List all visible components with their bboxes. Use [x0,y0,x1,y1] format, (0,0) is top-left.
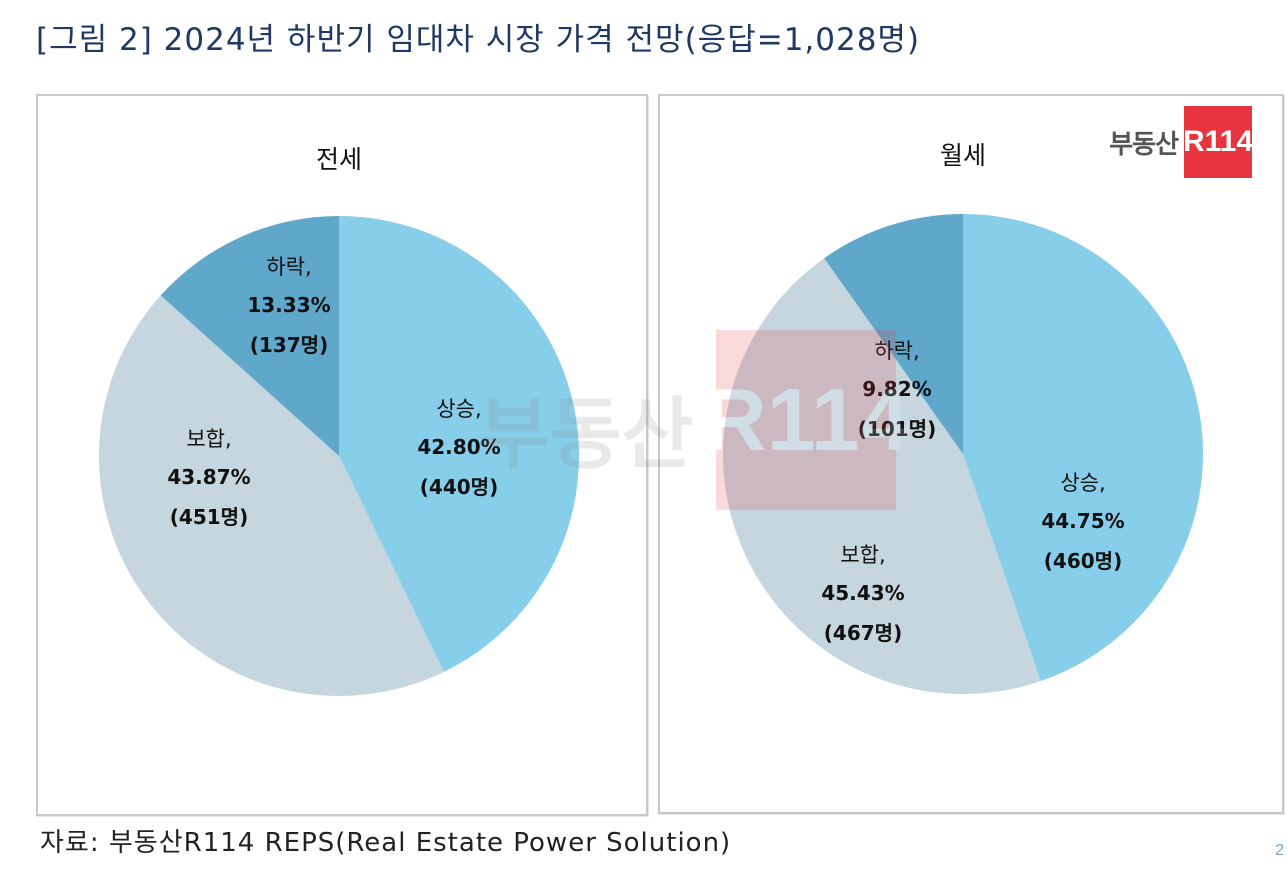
page-number: 2 [1275,842,1284,859]
slice-category-label: 상승, [436,397,481,421]
slice-label: 보합, 45.43% (467명) [821,543,904,645]
slice-category-label: 보합, [840,543,885,567]
slice-category-label: 보합, [186,427,231,451]
figure-title: [그림 2] 2024년 하반기 임대차 시장 가격 전망(응답=1,028명) [36,22,921,58]
slice-percent-label: 43.87% [167,465,250,489]
pie-slice [160,216,339,456]
slice-label: 보합, 43.87% (451명) [167,427,250,529]
pie-slice [963,214,1203,682]
slice-percent-label: 13.33% [247,293,330,317]
pie-slice [339,216,580,672]
slice-category-label: 상승, [1060,471,1105,495]
slice-label: 상승, 44.75% (460명) [1041,471,1124,573]
slice-percent-label: 45.43% [821,581,904,605]
source-note: 자료: 부동산R114 REPS(Real Estate Power Solut… [40,828,732,858]
slice-count-label: (467명) [824,621,902,645]
slice-percent-label: 44.75% [1041,509,1124,533]
slice-label: 하락, 9.82% (101명) [858,339,936,441]
slice-label: 하락, 13.33% (137명) [247,255,330,357]
slice-percent-label: 9.82% [862,377,931,401]
slice-count-label: (440명) [420,475,498,499]
slice-count-label: (137명) [250,333,328,357]
brand-logo: 부동산 R114 [1109,106,1253,178]
pie-slice [723,258,1041,694]
slice-percent-label: 42.80% [417,435,500,459]
slice-category-label: 하락, [266,255,311,279]
slice-count-label: (460명) [1044,549,1122,573]
slice-count-label: (451명) [170,505,248,529]
chart-title: 전세 [316,145,362,174]
pie-slice [98,295,444,697]
slice-label: 상승, 42.80% (440명) [417,397,500,499]
pie-slice [824,214,963,454]
chart-title: 월세 [940,141,986,170]
slice-count-label: (101명) [858,417,936,441]
logo-mark: R114 [1183,106,1253,178]
slice-category-label: 하락, [874,339,919,363]
logo-text: 부동산 [1109,129,1179,160]
